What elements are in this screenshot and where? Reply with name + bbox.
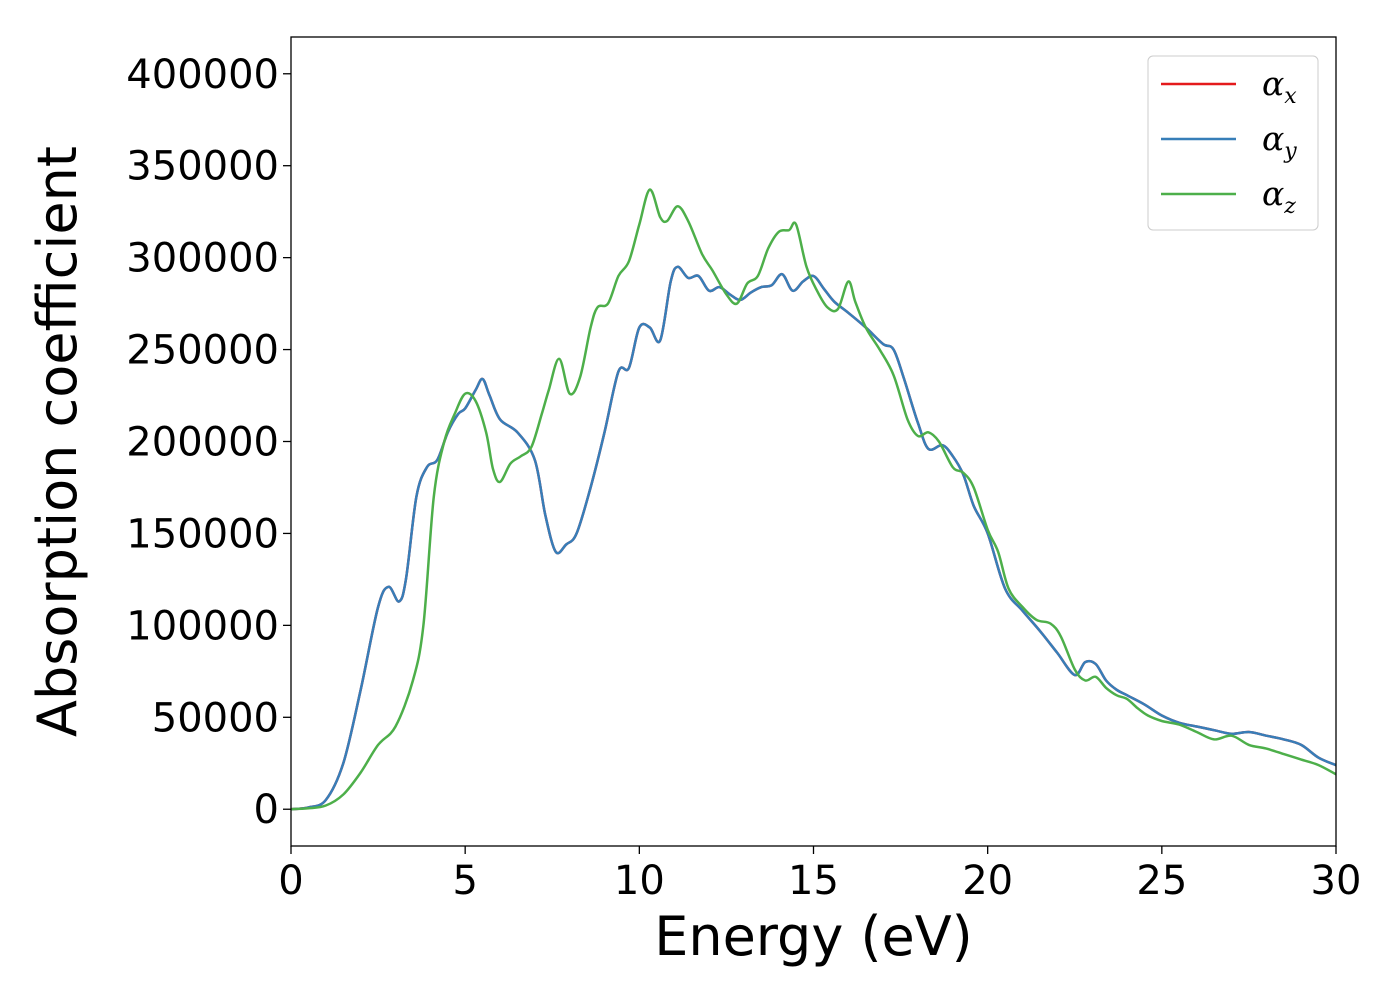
y-tick-label: 50000 [152, 695, 279, 741]
y-tick-label: 300000 [126, 236, 279, 282]
series-layer [291, 188, 1336, 811]
x-tick-label: 5 [452, 858, 477, 904]
x-tick-label: 30 [1311, 858, 1362, 904]
x-tick-label: 0 [278, 858, 303, 904]
x-tick-label: 20 [962, 858, 1013, 904]
y-tick-label: 0 [254, 787, 279, 833]
y-tick-label: 150000 [126, 511, 279, 557]
x-tick-label: 25 [1136, 858, 1187, 904]
x-tick-label: 15 [788, 858, 839, 904]
x-axis-title: Energy (eV) [654, 905, 973, 968]
y-tick-label: 400000 [126, 52, 279, 98]
y-tick-label: 250000 [126, 328, 279, 374]
x-tick-label: 10 [614, 858, 665, 904]
y-axis: 0 50000 100000 150000 200000 250000 300000 3500… [126, 52, 291, 833]
series-line-2 [291, 265, 1336, 811]
x-axis: 0 5 10 15 20 25 30 [278, 846, 1361, 904]
y-tick-label: 100000 [126, 603, 279, 649]
series-line-3 [291, 188, 1336, 811]
legend-box [1147, 55, 1319, 231]
y-axis-title: Absorption coefficient [26, 146, 89, 737]
y-tick-label: 350000 [126, 144, 279, 190]
y-tick-label: 200000 [126, 420, 279, 466]
